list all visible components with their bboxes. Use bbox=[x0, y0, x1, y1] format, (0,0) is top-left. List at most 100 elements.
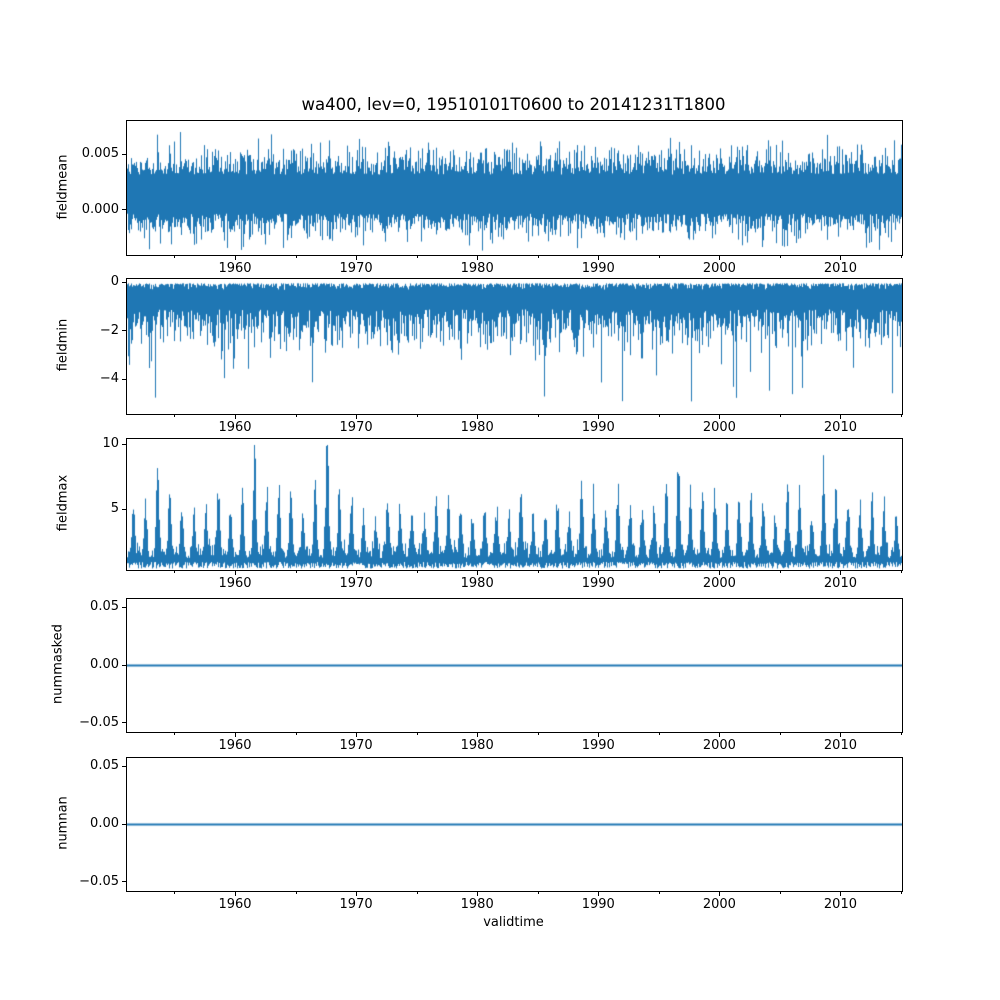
x-tick bbox=[719, 415, 721, 419]
x-tick bbox=[598, 415, 600, 419]
x-tick bbox=[477, 733, 479, 737]
x-tick-label: 2010 bbox=[823, 738, 857, 753]
x-tick-label: 2000 bbox=[702, 420, 736, 435]
x-tick bbox=[356, 571, 358, 575]
x-tick-label: 1970 bbox=[339, 897, 373, 912]
x-minor-tick bbox=[295, 733, 297, 735]
x-tick-label: 1970 bbox=[339, 738, 373, 753]
x-tick bbox=[477, 571, 479, 575]
x-tick bbox=[840, 256, 842, 260]
y-tick bbox=[122, 722, 126, 724]
y-tick bbox=[122, 209, 126, 211]
x-tick-label: 1960 bbox=[218, 420, 252, 435]
plot-canvas-fieldmin bbox=[127, 279, 902, 414]
x-minor-tick bbox=[537, 733, 539, 735]
x-tick-label: 1960 bbox=[218, 576, 252, 591]
x-tick bbox=[840, 733, 842, 737]
subplot-fieldmin bbox=[126, 278, 903, 415]
x-minor-tick bbox=[901, 733, 902, 735]
y-tick-label: −4 bbox=[99, 371, 119, 387]
x-tick bbox=[840, 892, 842, 896]
x-tick bbox=[234, 415, 236, 419]
x-tick bbox=[840, 415, 842, 419]
x-tick-label: 1990 bbox=[581, 576, 615, 591]
y-tick-label: 0 bbox=[110, 274, 119, 290]
x-minor-tick bbox=[537, 571, 539, 573]
x-tick bbox=[719, 733, 721, 737]
x-minor-tick bbox=[779, 415, 781, 417]
x-tick bbox=[234, 571, 236, 575]
x-tick-label: 1970 bbox=[339, 576, 373, 591]
x-tick-label: 2010 bbox=[823, 897, 857, 912]
x-minor-tick bbox=[779, 733, 781, 735]
x-tick bbox=[234, 892, 236, 896]
y-tick-label: 10 bbox=[102, 436, 119, 452]
x-minor-tick bbox=[658, 256, 660, 258]
x-tick-label: 1990 bbox=[581, 420, 615, 435]
x-minor-tick bbox=[174, 256, 176, 258]
chart-title: wa400, lev=0, 19510101T0600 to 20141231T… bbox=[301, 95, 726, 114]
x-minor-tick bbox=[901, 256, 902, 258]
x-minor-tick bbox=[537, 415, 539, 417]
x-minor-tick bbox=[416, 892, 418, 894]
x-minor-tick bbox=[416, 415, 418, 417]
y-tick-label: 0.005 bbox=[81, 146, 119, 161]
plot-canvas-nummasked bbox=[127, 599, 902, 732]
x-minor-tick bbox=[174, 892, 176, 894]
x-minor-tick bbox=[537, 892, 539, 894]
y-tick-label: 0.05 bbox=[90, 599, 119, 615]
y-tick-label: 0.00 bbox=[90, 816, 119, 831]
x-tick-label: 2010 bbox=[823, 261, 857, 276]
x-tick-label: 1980 bbox=[460, 897, 494, 912]
y-tick bbox=[122, 153, 126, 155]
x-tick bbox=[356, 415, 358, 419]
x-tick bbox=[598, 571, 600, 575]
x-tick bbox=[356, 892, 358, 896]
x-tick bbox=[477, 256, 479, 260]
x-tick-label: 1990 bbox=[581, 897, 615, 912]
x-minor-tick bbox=[295, 892, 297, 894]
x-tick-label: 1970 bbox=[339, 261, 373, 276]
x-tick bbox=[356, 256, 358, 260]
x-tick-label: 1960 bbox=[218, 738, 252, 753]
y-tick bbox=[122, 823, 126, 825]
x-axis-label: validtime bbox=[483, 915, 544, 930]
x-tick bbox=[598, 892, 600, 896]
x-tick-label: 1980 bbox=[460, 576, 494, 591]
x-minor-tick bbox=[295, 415, 297, 417]
plot-canvas-fieldmean bbox=[127, 121, 902, 255]
subplot-fieldmax bbox=[126, 438, 903, 571]
y-tick bbox=[122, 881, 126, 883]
x-minor-tick bbox=[174, 571, 176, 573]
x-tick-label: 1960 bbox=[218, 897, 252, 912]
x-minor-tick bbox=[416, 571, 418, 573]
x-tick-label: 2000 bbox=[702, 261, 736, 276]
y-tick-label: −2 bbox=[99, 322, 119, 338]
x-tick bbox=[719, 571, 721, 575]
y-tick bbox=[122, 508, 126, 510]
x-tick bbox=[477, 892, 479, 896]
plot-canvas-fieldmax bbox=[127, 439, 902, 570]
x-tick bbox=[234, 733, 236, 737]
y-tick bbox=[122, 443, 126, 445]
subplot-numnan bbox=[126, 757, 903, 892]
x-tick-label: 1980 bbox=[460, 420, 494, 435]
x-tick-label: 1960 bbox=[218, 261, 252, 276]
x-tick-label: 1980 bbox=[460, 261, 494, 276]
y-tick bbox=[122, 330, 126, 332]
x-minor-tick bbox=[779, 256, 781, 258]
x-tick bbox=[234, 256, 236, 260]
y-tick bbox=[122, 664, 126, 666]
y-tick bbox=[122, 378, 126, 380]
x-tick bbox=[356, 733, 358, 737]
x-tick-label: 2000 bbox=[702, 576, 736, 591]
x-tick bbox=[477, 415, 479, 419]
x-tick bbox=[719, 892, 721, 896]
x-minor-tick bbox=[901, 415, 902, 417]
y-tick-label: −0.05 bbox=[79, 873, 119, 889]
y-tick-label: 0.05 bbox=[90, 758, 119, 774]
x-minor-tick bbox=[416, 733, 418, 735]
x-tick-label: 2010 bbox=[823, 420, 857, 435]
x-tick bbox=[598, 256, 600, 260]
x-minor-tick bbox=[658, 733, 660, 735]
